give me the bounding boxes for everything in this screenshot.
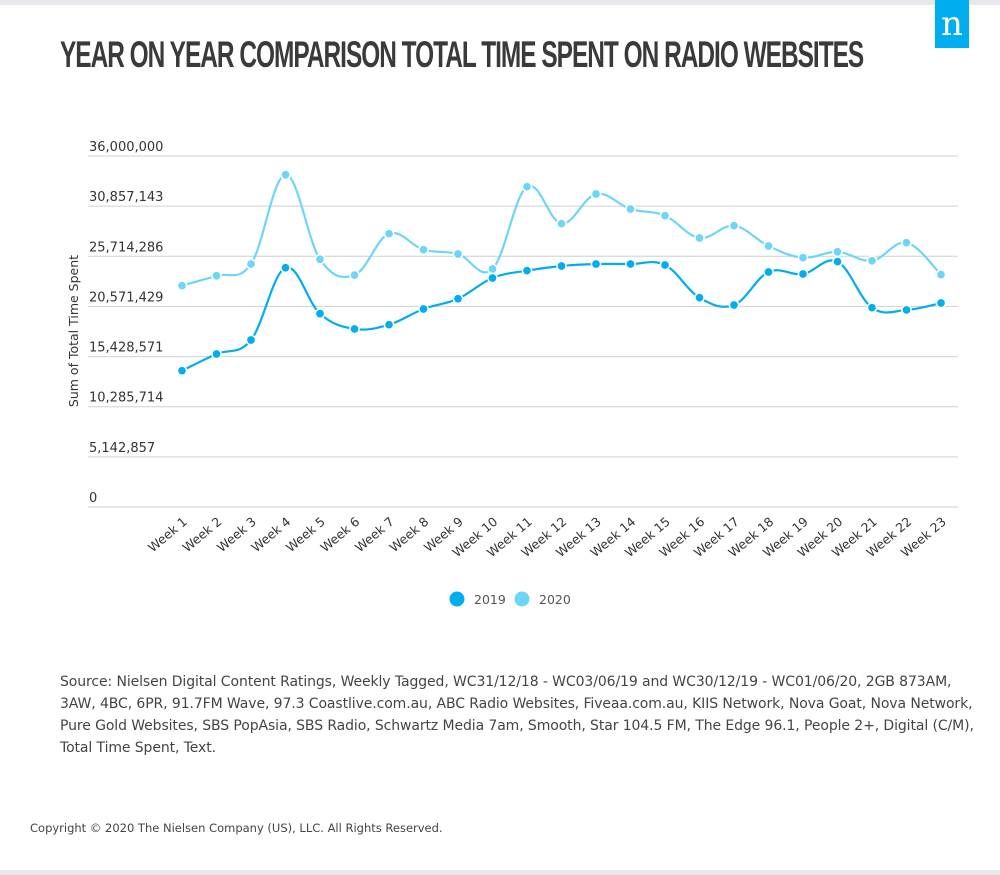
data-point: Week 17 2019: 20,720,000 [728,299,740,311]
data-point: Week 22 2020: 27,110,000 [901,237,912,249]
data-point: Week 2 2019: 15,690,000 [211,348,222,360]
data-point: Week 8 2020: 26,390,000 [418,244,429,256]
data-point: Week 9 2020: 25,950,000 [452,248,464,260]
data-point: Week 11 2019: 24,240,000 [521,265,533,277]
data-point: Week 20 2019: 25,160,000 [832,256,843,268]
data-point: Week 16 2019: 21,470,000 [694,292,705,304]
nielsen-logo-icon: n [935,0,969,48]
data-point: Week 3 2019: 17,130,000 [245,334,257,346]
legend-item-2020: 2020 [514,591,571,607]
data-point: Week 19 2020: 25,570,000 [797,252,809,264]
data-point: Week 17 2020: 28,850,000 [728,220,740,232]
series-2020: Week 1 2020: 22,700,000 Week 2 2020: 23,7… [176,169,947,292]
data-point: Week 15 2019: 24,820,000 [659,259,671,271]
y-tick-label: 25,714,286 [89,240,163,255]
data-point: Week 23 2020: 23,830,000 [935,269,947,281]
data-point: Week 22 2019: 20,210,000 [901,304,912,316]
series-line-2019 [181,259,942,372]
legend-label: 2020 [539,592,571,607]
data-point: Week 21 2020: 25,260,000 [866,255,878,267]
legend-marker-icon [449,591,465,607]
legend-item-2019: 2019 [449,591,506,607]
source-note: Source: Nielsen Digital Content Ratings,… [60,674,974,756]
y-axis-ticks: 0 5,142,857 10,285,714 15,428,571 20,571,429… [89,140,163,506]
chart-title: YEAR ON YEAR COMPARISON TOTAL TIME SPENT… [60,34,864,75]
top-band [0,0,1000,5]
data-point: Week 1 2019: 13,980,000 [176,365,188,377]
y-tick-label: 0 [89,491,97,506]
line-chart: 0 5,142,857 10,285,714 15,428,571 20,571,429… [66,140,958,607]
data-point: Week 15 2020: 29,880,000 [659,210,671,222]
legend-marker-icon [514,591,530,607]
data-point: Week 12 2020: 29,060,000 [556,218,567,230]
y-tick-label: 20,571,429 [89,290,163,305]
series-group: Week 1 2020: 22,700,000 Week 2 2020: 23,7… [176,169,947,377]
data-point: Week 3 2020: 24,920,000 [245,258,257,270]
data-point: Week 2 2020: 23,720,000 [211,270,222,282]
series-2019: Week 1 2019: 13,980,000 Week 2 2019: 15,6… [176,256,947,377]
data-point: Week 10 2020: 24,410,000 [487,263,498,275]
data-point: Week 5 2020: 25,410,000 [314,253,326,265]
data-point: Week 10 2019: 23,490,000 [487,272,498,284]
data-point: Week 5 2019: 19,830,000 [314,308,326,320]
y-tick-label: 30,857,143 [89,190,163,205]
copyright-text: Copyright © 2020 The Nielsen Company (US… [30,821,443,835]
data-point: Week 12 2019: 24,720,000 [556,260,567,272]
y-tick-label: 10,285,714 [89,391,163,406]
data-point: Week 8 2019: 20,310,000 [418,303,429,315]
data-point: Week 4 2019: 24,540,000 [280,262,291,274]
data-point: Week 1 2020: 22,700,000 [176,280,188,292]
bottom-band [0,870,1000,875]
data-point: Week 21 2019: 20,440,000 [866,302,878,314]
data-point: Week 14 2019: 24,920,000 [625,258,636,270]
data-point: Week 16 2020: 27,590,000 [694,232,705,244]
y-tick-label: 5,142,857 [89,441,155,456]
data-point: Week 19 2019: 23,900,000 [797,268,809,280]
data-point: Week 14 2020: 30,560,000 [625,203,636,215]
data-point: Week 11 2020: 32,850,000 [521,181,533,193]
data-point: Week 13 2019: 24,920,000 [590,258,602,270]
legend-label: 2019 [474,592,506,607]
data-point: Week 7 2019: 18,700,000 [383,319,395,331]
data-point: Week 18 2020: 26,770,000 [763,240,774,252]
gridlines [88,155,958,508]
data-point: Week 4 2020: 34,080,000 [280,169,291,181]
y-tick-label: 36,000,000 [89,140,163,155]
y-axis-label: Sum of Total Time Spent [66,255,81,407]
data-point: Week 13 2020: 32,100,000 [590,188,602,200]
data-point: Week 7 2020: 28,030,000 [383,228,395,240]
legend: 2019 2020 [449,591,571,607]
data-point: Week 23 2019: 20,920,000 [935,297,947,309]
data-point: Week 6 2020: 23,790,000 [349,269,360,281]
data-point: Week 9 2019: 21,360,000 [452,293,464,305]
data-point: Week 6 2019: 18,260,000 [349,323,360,335]
y-tick-label: 15,428,571 [89,341,163,356]
data-point: Week 18 2019: 24,100,000 [763,266,774,278]
data-point: Week 20 2020: 26,180,000 [832,246,843,258]
